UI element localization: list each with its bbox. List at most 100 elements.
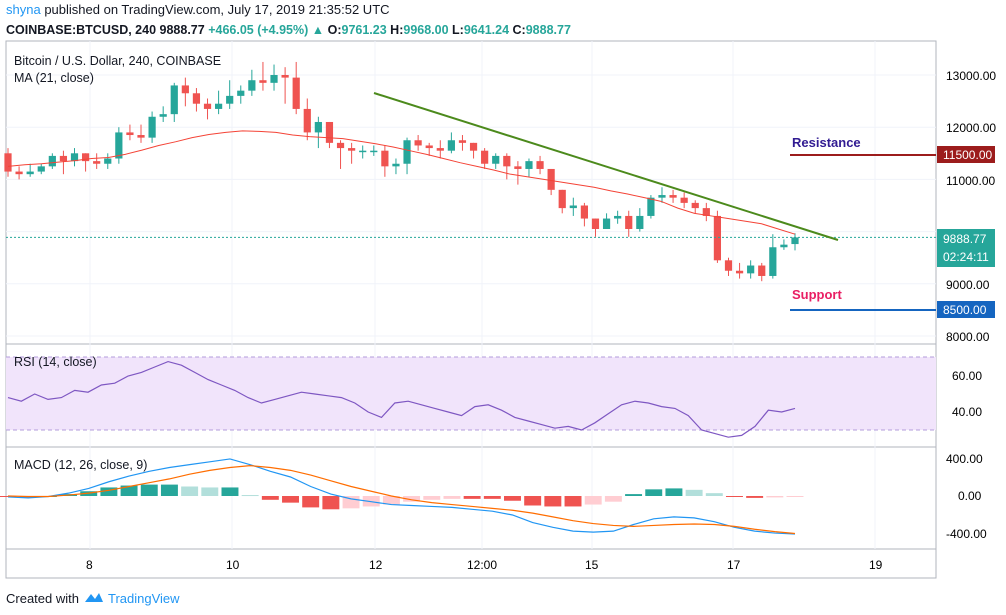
tradingview-brand-link[interactable]: TradingView [108, 591, 180, 606]
macd-line [7, 458, 796, 535]
histogram-bar [625, 494, 643, 496]
histogram-bar [261, 496, 279, 500]
high-label: H: [390, 23, 404, 37]
candle-body [292, 77, 300, 109]
candle-body [48, 155, 56, 167]
histogram-bar [524, 496, 542, 506]
candle-body [724, 260, 733, 271]
support-price-value: 8500.00 [943, 303, 987, 317]
footer: Created with TradingView [0, 589, 1006, 615]
signal-line [7, 464, 796, 535]
resistance-trendline[interactable] [373, 92, 839, 241]
high-value: 9968.00 [403, 23, 449, 37]
rsi-line [7, 360, 796, 438]
rsi-axis[interactable]: 60.00 40.00 [952, 369, 982, 419]
candle-body [580, 205, 588, 219]
candle-body [636, 215, 644, 229]
candle-body [680, 197, 688, 203]
candle-body [281, 75, 289, 78]
candle-body [414, 140, 422, 146]
rsi-tick: 40.00 [952, 405, 982, 419]
histogram-bar [746, 496, 764, 498]
histogram-bar [241, 495, 259, 497]
candle-body [148, 116, 156, 138]
candle-body [458, 140, 467, 143]
candle-body [314, 121, 322, 133]
price-tick: 9000.00 [946, 278, 990, 292]
histogram-bar [766, 496, 784, 498]
price-tick: 12000.00 [946, 121, 996, 135]
time-axis[interactable]: 8 10 12 12:00 15 17 19 [86, 558, 883, 572]
candle-body [226, 95, 234, 104]
bar-countdown: 02:24:11 [943, 250, 989, 264]
candle-body [137, 135, 145, 138]
support-price-tag: 8500.00 [937, 301, 995, 318]
histogram-bar [504, 496, 521, 501]
candle-body [591, 218, 600, 229]
histogram-bar [160, 484, 178, 496]
candle-body [381, 150, 389, 167]
histogram-bar [282, 496, 299, 503]
rsi-legend: RSI (14, close) [14, 355, 97, 369]
macd-tick: -400.00 [946, 527, 987, 541]
open-value: 9761.23 [341, 23, 387, 37]
chart-canvas[interactable]: Resistance Support Bitcoin / U.S. Dollar… [0, 0, 1006, 589]
chart-title: Bitcoin / U.S. Dollar, 240, COINBASE [14, 54, 221, 68]
candle-body [469, 142, 478, 151]
time-tick: 19 [869, 558, 883, 572]
candle-body [769, 247, 777, 276]
candle-body [503, 155, 511, 167]
histogram-bar [382, 496, 400, 505]
histogram-bar [100, 487, 118, 496]
candle-body [514, 166, 522, 169]
candle-body [359, 150, 367, 153]
histogram-bar [544, 496, 562, 507]
histogram-bar [423, 496, 441, 500]
candle-body [547, 168, 555, 190]
time-tick: 8 [86, 558, 93, 572]
candle-body [70, 153, 79, 162]
candlestick-series [4, 61, 799, 282]
candle-body [325, 121, 334, 143]
candle-body [170, 85, 178, 115]
author-name[interactable]: shyna [6, 2, 41, 17]
candle-body [115, 132, 123, 159]
ma-legend: MA (21, close) [14, 71, 94, 85]
close-value: 9888.77 [525, 23, 571, 37]
candle-body [447, 140, 455, 151]
grid [6, 41, 936, 549]
histogram-bar [483, 496, 501, 499]
candle-body [735, 270, 744, 274]
histogram-bar [403, 496, 421, 502]
histogram-bar [685, 489, 703, 496]
candle-body [425, 145, 433, 149]
candle-body [336, 142, 345, 149]
low-label: L: [452, 23, 464, 37]
price-tick: 11000.00 [946, 174, 995, 188]
candle-body [713, 215, 722, 261]
rsi-band [6, 357, 936, 430]
candle-body [248, 80, 256, 91]
close-label: C: [512, 23, 526, 37]
candle-body [780, 244, 788, 248]
price-tick: 13000.00 [946, 69, 996, 83]
histogram-bar [201, 487, 219, 496]
candle-body [669, 195, 677, 198]
histogram-bar [181, 486, 199, 496]
candle-body [536, 161, 544, 169]
up-arrow-icon: ▲ [311, 23, 325, 37]
resistance-annotation: Resistance [792, 135, 861, 150]
symbol-label: COINBASE:BTCUSD, 240 [6, 23, 157, 37]
candle-body [403, 140, 411, 164]
price-axis[interactable]: 13000.00 12000.00 11000.00 9000.00 8000.… [946, 69, 996, 344]
macd-axis[interactable]: 400.00 0.00 -400.00 [946, 452, 987, 541]
histogram-bar [302, 496, 320, 508]
tradingview-logo-icon[interactable] [83, 590, 105, 610]
candle-body [647, 197, 655, 216]
time-tick: 12:00 [467, 558, 497, 572]
candle-body [203, 103, 212, 109]
open-label: O: [327, 23, 342, 37]
histogram-bar [604, 496, 622, 502]
candle-body [658, 195, 666, 198]
macd-tick: 0.00 [958, 489, 982, 503]
